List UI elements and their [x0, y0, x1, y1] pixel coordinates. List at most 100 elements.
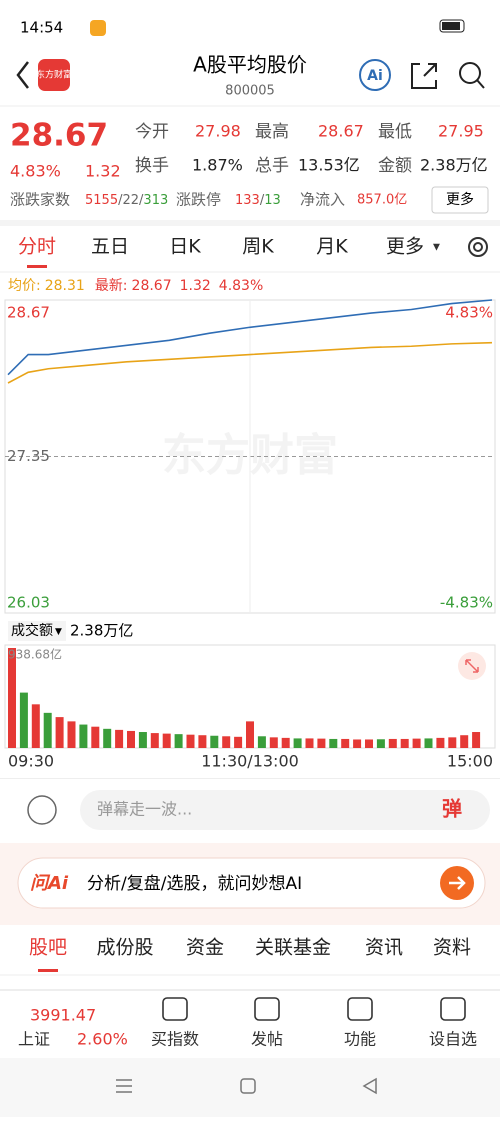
volume-bar [127, 730, 135, 748]
field-value: 27.98 [195, 122, 241, 141]
volume-bar [436, 737, 445, 748]
action-icon [347, 997, 373, 1021]
volume-bar [222, 736, 231, 748]
nav-back[interactable] [362, 1077, 377, 1095]
down-count: 313 [143, 193, 168, 208]
limit-label: 涨跌停 [176, 191, 221, 209]
y2-tick-label: -4.83% [440, 594, 493, 612]
up-count: 5155 [85, 193, 118, 208]
status-time: 14:54 [20, 19, 63, 37]
change-pct: 4.83% [10, 162, 61, 181]
volume-name: 成交额 [11, 622, 53, 639]
arrow [449, 876, 466, 890]
sub-tab[interactable]: 关联基金 [255, 937, 331, 959]
y-tick-label: 938.68亿 [8, 647, 62, 662]
field-value: 2.38万亿 [420, 156, 488, 175]
expand-icon [465, 659, 479, 673]
sub-tab[interactable]: 资金 [186, 937, 224, 959]
volume-bar [448, 737, 457, 748]
volume-bar [424, 738, 433, 748]
breadth-label: 涨跌家数 [10, 191, 70, 209]
volume-bar [257, 736, 266, 748]
y-tick-label: 26.03 [7, 594, 50, 612]
tab[interactable]: 周K [242, 236, 274, 258]
volume-bar [365, 739, 373, 748]
comment-placeholder: 弹幕走一波... [97, 800, 192, 819]
back-button[interactable] [16, 61, 29, 89]
barrage-toggle[interactable] [27, 795, 57, 825]
y-tick-label: 27.35 [7, 447, 50, 465]
price-line [7, 341, 493, 384]
ai-button[interactable] [359, 59, 391, 91]
tab[interactable]: 五日 [91, 236, 129, 258]
search-button[interactable] [459, 62, 481, 84]
nav-menu[interactable] [116, 1079, 132, 1093]
search-handle [476, 79, 485, 89]
tab-underline [38, 969, 58, 972]
settings-button[interactable] [468, 237, 489, 257]
field-label: 今开 [135, 122, 169, 142]
sub-tab[interactable]: 资料 [433, 937, 471, 959]
tab[interactable]: 日K [169, 236, 201, 258]
legend: 均价: 28.31 最新: 28.67 1.32 4.83% [8, 278, 263, 294]
volume-bar [43, 712, 52, 748]
dropdown: ▼ [55, 627, 62, 637]
price-line [7, 299, 493, 376]
ai-banner[interactable] [17, 857, 486, 909]
volume-bar [103, 728, 112, 748]
tab-underline [27, 265, 47, 268]
action-label[interactable]: 设自选 [429, 1030, 477, 1049]
comment-input[interactable] [80, 790, 490, 830]
volume-bar [353, 739, 362, 748]
more-button[interactable] [431, 186, 489, 214]
nav-home[interactable] [240, 1078, 256, 1094]
volume-total: 2.38万亿 [70, 622, 133, 640]
ai-text: Ai [367, 68, 383, 84]
volume-bar [162, 733, 171, 748]
action-label[interactable]: 功能 [344, 1030, 376, 1049]
sub-tab[interactable]: 资讯 [365, 937, 403, 959]
limit-up: 133 [235, 193, 260, 208]
volume-bar [115, 729, 124, 748]
volume-bar [186, 734, 195, 748]
field-label: 金额 [378, 156, 412, 176]
action-icon [440, 997, 466, 1021]
legend-change: 1.32 [180, 278, 211, 294]
dropdown: ▼ [433, 243, 440, 253]
field-value: 27.95 [438, 122, 484, 141]
actions: 买指数 发帖 功能 设自选 [151, 997, 477, 1049]
field-label: 最低 [378, 122, 412, 142]
battery [439, 19, 465, 33]
index-change[interactable]: 2.60% [77, 1030, 128, 1049]
comment-button[interactable]: 弹 [442, 797, 462, 821]
last-value: 28.67 [132, 278, 172, 294]
index-name[interactable]: 上证 [18, 1030, 50, 1049]
tab[interactable]: 月K [316, 236, 348, 258]
sub-tab[interactable]: 股吧 [29, 937, 67, 959]
action-label[interactable]: 买指数 [151, 1030, 199, 1049]
divider [0, 220, 500, 226]
sep: / [139, 193, 144, 208]
volume-bar [281, 737, 290, 748]
tabs: 分时 五日 日K 周K 月K 更多 ▼ [18, 236, 440, 268]
divider [0, 778, 500, 779]
ai-text: 分析/复盘/选股，就问妙想AI [87, 874, 302, 894]
tab[interactable]: 分时 [18, 236, 56, 258]
share-button[interactable] [411, 63, 437, 89]
sub-tab[interactable]: 成份股 [96, 937, 153, 959]
index-value[interactable]: 3991.47 [30, 1006, 96, 1025]
volume-bar [400, 738, 409, 748]
inflow: 857.0亿 [357, 193, 407, 208]
field-label: 总手 [255, 156, 289, 176]
quote-fields: 今开 27.98 最高 28.67 最低 27.95 换手 1.87% 总手 13.53亿 金额 2.… [135, 122, 488, 177]
tab[interactable]: 更多 [386, 236, 424, 258]
volume-bar [31, 704, 40, 748]
volume-bar [376, 739, 385, 748]
volume-bar [329, 738, 338, 748]
nav-bar [0, 1058, 500, 1117]
volume-selector[interactable] [8, 621, 66, 641]
status-icon [90, 20, 106, 36]
action-label[interactable]: 发帖 [251, 1030, 283, 1049]
